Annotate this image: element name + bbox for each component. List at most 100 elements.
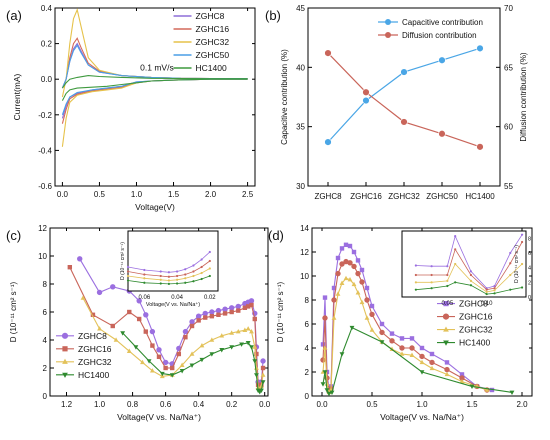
data-point (351, 263, 357, 270)
data-point (419, 359, 425, 365)
legend-marker (385, 19, 391, 25)
panel-c-xlabel: Voltage(V vs. Na/Na⁺) (117, 412, 201, 422)
data-point (331, 285, 337, 291)
data-point (260, 358, 266, 364)
panel-c-ylabel: D (10⁻¹¹ cm² s⁻¹) (9, 281, 18, 342)
data-point (189, 351, 195, 356)
inset-point (167, 282, 171, 285)
data-point (252, 344, 258, 349)
data-point (136, 298, 142, 304)
data-point (335, 255, 341, 261)
inset-point (159, 278, 162, 281)
y-tick-label: 0 (43, 392, 48, 401)
legend-label: HC1400 (78, 370, 109, 380)
data-point (196, 318, 201, 323)
inset-point (469, 279, 473, 282)
data-point (258, 388, 264, 394)
data-point (355, 258, 361, 263)
data-point (419, 370, 425, 375)
data-point (219, 348, 225, 353)
inset-point (493, 289, 496, 292)
data-point (203, 315, 208, 320)
inset-point (454, 262, 457, 266)
data-point (419, 345, 425, 351)
legend-marker (442, 313, 450, 320)
inset-point (493, 287, 496, 290)
inset-point (446, 279, 449, 282)
data-point (249, 302, 254, 308)
series-line (82, 297, 264, 390)
data-point (162, 359, 169, 366)
inset-point (192, 274, 195, 278)
y-tick-label: 4 (43, 336, 48, 345)
data-point (179, 362, 185, 367)
panel-d-inset: 0.05 0.10 0 2 4 6 8 D (10⁻¹¹ cm² s⁻¹) (401, 230, 531, 307)
series-line (61, 78, 248, 124)
data-point (189, 363, 195, 368)
legend-label: ZGHC32 (459, 325, 493, 335)
data-point (149, 328, 156, 335)
data-point (444, 360, 450, 365)
panel-d-letter: (d) (268, 228, 284, 243)
inset-point (143, 273, 146, 276)
inset-point (143, 277, 146, 280)
legend-label: HC1400 (459, 338, 490, 348)
data-point (126, 348, 132, 353)
data-point (150, 343, 155, 348)
data-point (143, 329, 148, 334)
data-point (127, 309, 132, 315)
data-point (242, 305, 248, 310)
data-point (179, 369, 185, 374)
data-point (489, 387, 495, 393)
data-point (339, 280, 345, 285)
series-line (122, 332, 264, 393)
data-point (364, 297, 370, 303)
data-point (90, 312, 96, 317)
data-point (143, 312, 149, 318)
data-point (245, 326, 251, 331)
inset-x-tick-label: 0.06 (139, 295, 151, 301)
y-tick-label: 6 (305, 320, 310, 329)
y-tick-label: 0.0 (41, 75, 53, 84)
series-line (61, 78, 248, 101)
data-point (339, 246, 345, 251)
data-point (120, 331, 126, 336)
data-point (399, 351, 405, 356)
legend-label: Capacitive contribution (402, 18, 483, 27)
data-point (399, 345, 405, 351)
legend-marker (62, 358, 68, 364)
data-point (67, 265, 73, 270)
y-tick-label: -0.4 (38, 146, 52, 155)
data-point (260, 380, 266, 385)
data-point (399, 336, 405, 341)
inset-point (192, 270, 195, 273)
data-point (149, 368, 155, 373)
panel-d-xlabel: Voltage(V vs. Na/Na⁺) (380, 412, 464, 422)
data-point (324, 138, 332, 146)
x-tick-label: 0.0 (259, 400, 271, 409)
data-point (359, 267, 365, 273)
x-tick-label: 0.8 (127, 400, 139, 409)
panel-a-letter: (a) (6, 8, 22, 23)
data-point (252, 316, 257, 322)
inset-x-tick-label: 0.10 (481, 301, 493, 307)
data-point (322, 345, 328, 350)
inset-point (143, 268, 146, 272)
inset-point (159, 282, 162, 285)
data-point (182, 328, 189, 335)
data-point (133, 345, 139, 350)
inset-point (454, 281, 457, 284)
legend-label: ZGHC16 (459, 312, 493, 322)
series-line (61, 78, 248, 115)
data-point (389, 338, 395, 344)
legend-marker (62, 372, 68, 378)
inset-y-tick-label: 4 (528, 266, 531, 272)
inset-point (126, 270, 130, 273)
legend-label: ZGHC50 (196, 50, 230, 60)
series-line (61, 75, 248, 89)
data-point (96, 289, 103, 296)
data-point (254, 365, 259, 370)
y-tick-label: 12 (300, 248, 309, 257)
